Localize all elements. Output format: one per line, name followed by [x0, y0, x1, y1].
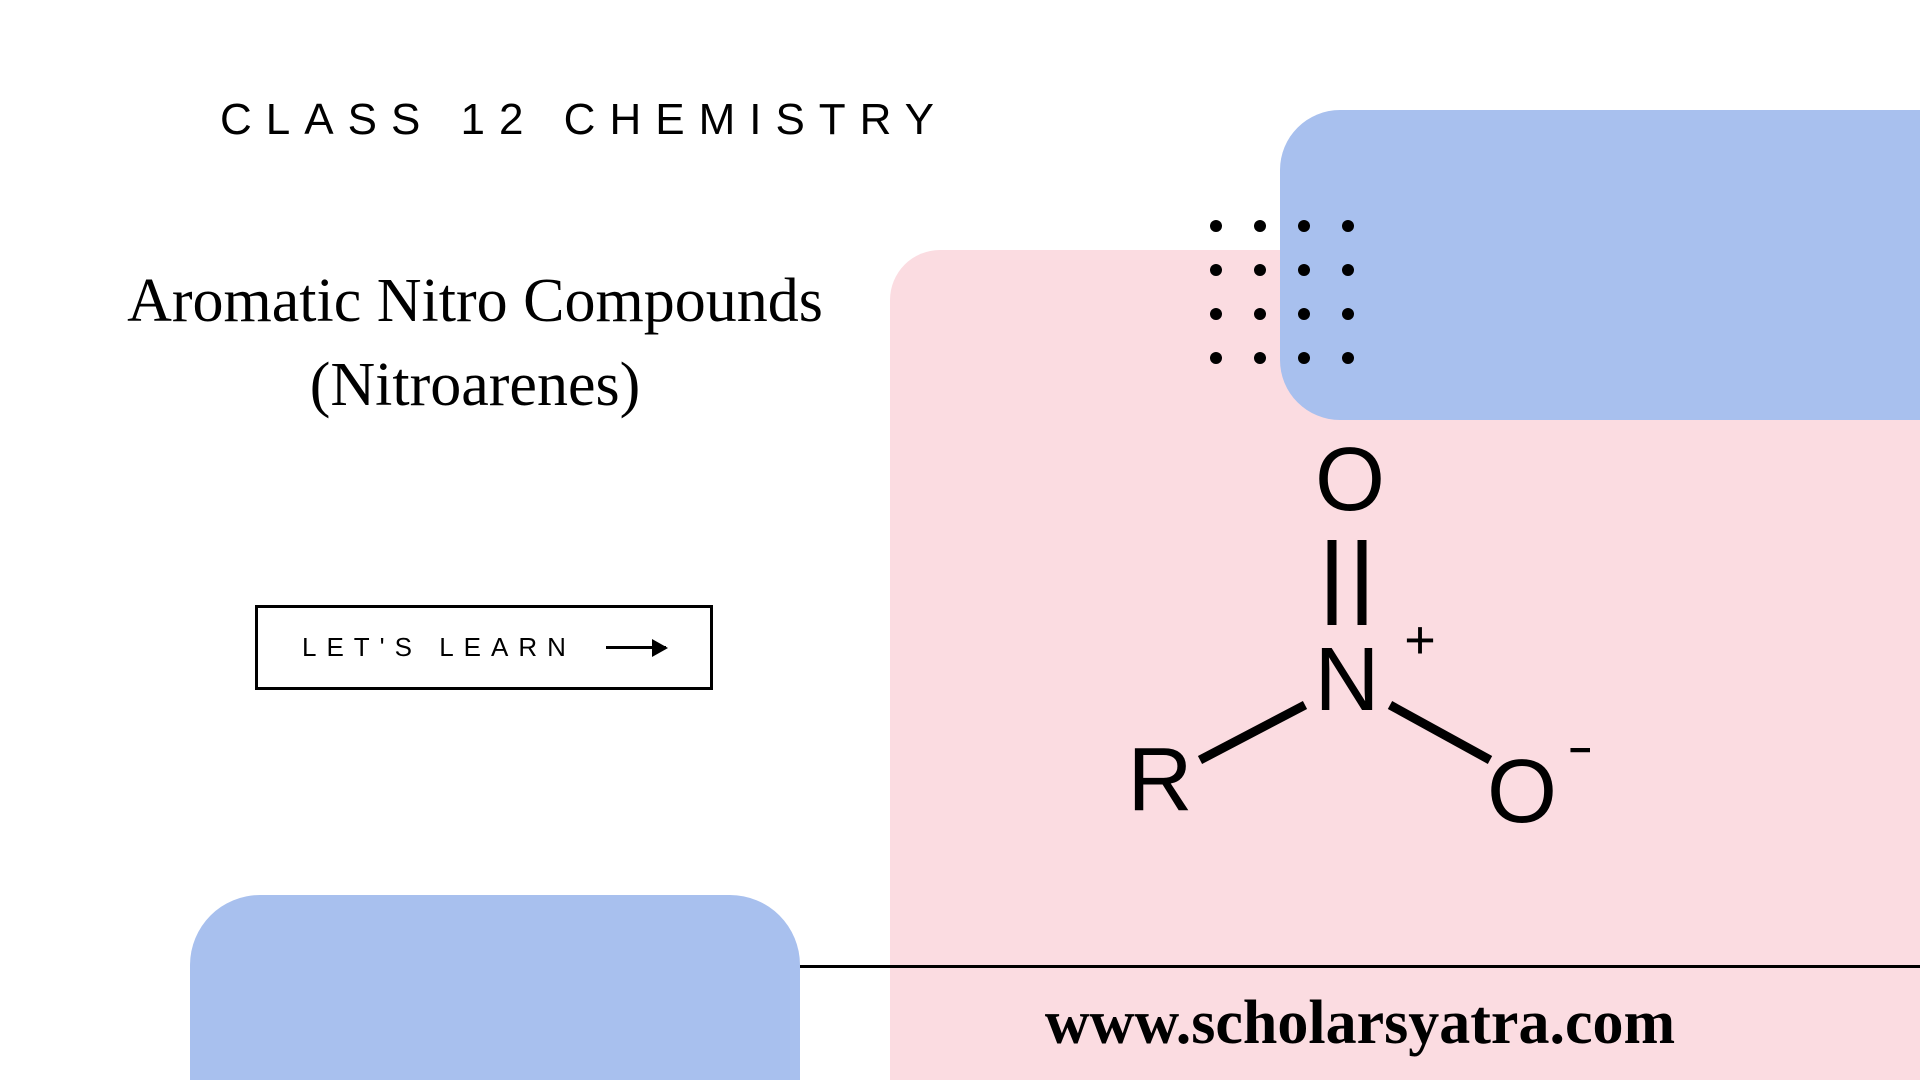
charge-minus: −	[1567, 716, 1590, 783]
lets-learn-button[interactable]: LET'S LEARN	[255, 605, 713, 690]
atom-r-group: R	[1128, 730, 1193, 830]
heading-line-1: Aromatic Nitro Compounds	[127, 267, 823, 335]
atom-oxygen-top: O	[1315, 430, 1385, 530]
arrow-right-icon	[606, 646, 666, 649]
heading-line-2: (Nitroarenes)	[310, 351, 641, 419]
charge-plus: +	[1404, 610, 1436, 670]
cta-label: LET'S LEARN	[302, 632, 576, 663]
footer-divider	[800, 965, 1920, 968]
atom-oxygen-right: O	[1487, 742, 1557, 842]
eyebrow-text: CLASS 12 CHEMISTRY	[220, 95, 948, 145]
blue-bottom-block	[190, 895, 800, 1080]
atom-nitrogen: N	[1315, 630, 1380, 730]
nitro-group-structure: O N + R O −	[1090, 430, 1590, 870]
site-url: www.scholarsyatra.com	[800, 988, 1920, 1059]
decorative-dot-grid	[1210, 220, 1356, 366]
blue-top-block	[1280, 110, 1920, 420]
page-heading: Aromatic Nitro Compounds (Nitroarenes)	[95, 260, 855, 427]
